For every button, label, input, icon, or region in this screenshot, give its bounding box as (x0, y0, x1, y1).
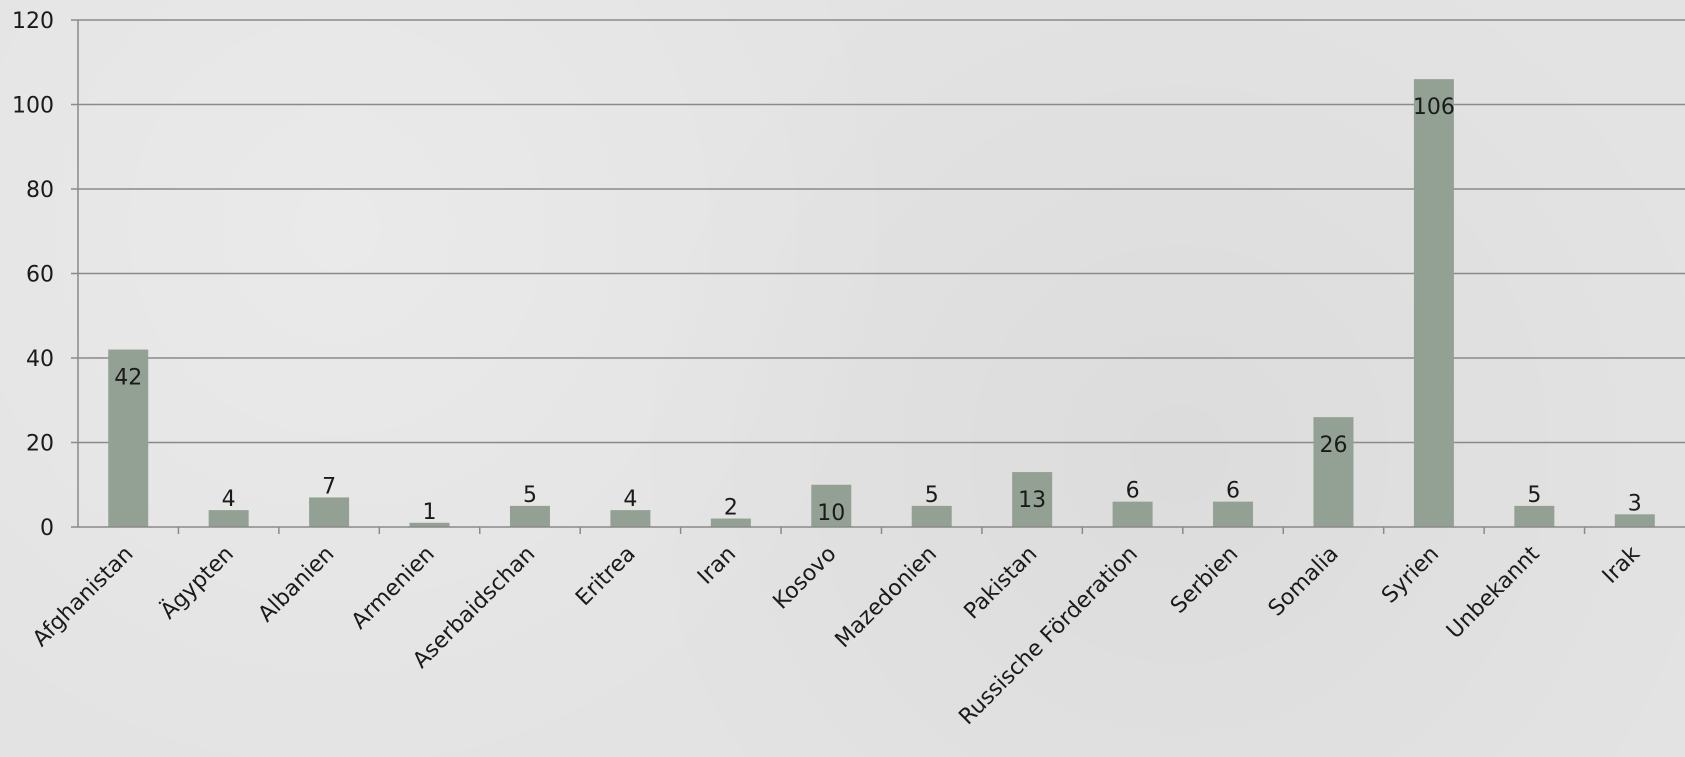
bar (811, 484, 852, 527)
bar (208, 510, 249, 527)
data-label: 5 (523, 483, 537, 508)
data-label: 6 (1226, 479, 1240, 504)
category-label: Syrien (1377, 542, 1444, 609)
data-label: 4 (623, 487, 637, 512)
bar (911, 505, 952, 527)
bar (1313, 417, 1354, 527)
bar (1413, 79, 1454, 528)
data-label: 26 (1319, 433, 1347, 458)
category-label: Irak (1598, 541, 1645, 588)
bar (1213, 501, 1254, 527)
category-label: Pakistan (960, 542, 1043, 625)
bars (108, 79, 1655, 528)
y-tick-label: 100 (12, 94, 54, 119)
bar (309, 497, 350, 527)
data-label: 4 (222, 487, 236, 512)
data-label: 42 (114, 366, 142, 391)
category-label: Armenien (347, 542, 440, 635)
data-label: 7 (322, 474, 336, 499)
data-label: 3 (1628, 491, 1642, 516)
bar (409, 522, 450, 527)
category-label: Somalia (1264, 542, 1344, 622)
category-label: Iran (693, 542, 741, 590)
bar (1514, 505, 1555, 527)
bar (1614, 514, 1655, 527)
category-label: Ägypten (155, 541, 239, 625)
y-tick-label: 40 (26, 347, 54, 372)
bar (1012, 472, 1053, 527)
bar (509, 505, 550, 527)
y-tick-label: 20 (26, 432, 54, 457)
data-label: 1 (423, 500, 437, 525)
category-label: Eritrea (571, 542, 640, 611)
category-label: Unbekannt (1442, 541, 1545, 644)
y-tick-label: 120 (12, 9, 54, 34)
bar (1112, 501, 1153, 527)
category-label: Albanien (254, 542, 340, 628)
y-tick-label: 80 (26, 178, 54, 203)
bar (108, 349, 149, 527)
data-label: 106 (1413, 95, 1455, 120)
labels: 02040608010012042Afghanistan4Ägypten7Alb… (12, 9, 1645, 730)
data-label: 5 (1527, 483, 1541, 508)
data-label: 13 (1018, 488, 1046, 513)
axes (71, 19, 1685, 534)
category-label: Serbien (1166, 542, 1243, 619)
category-label: Russische Förderation (954, 542, 1142, 730)
category-label: Mazedonien (831, 542, 942, 653)
bar (710, 518, 751, 527)
data-label: 5 (925, 483, 939, 508)
data-label: 6 (1126, 479, 1140, 504)
bar (610, 510, 651, 527)
y-tick-label: 0 (40, 516, 54, 541)
data-label: 10 (817, 501, 845, 526)
category-label: Kosovo (769, 542, 842, 615)
data-label: 2 (724, 496, 738, 521)
category-label: Afghanistan (28, 542, 138, 652)
y-tick-label: 60 (26, 263, 54, 288)
